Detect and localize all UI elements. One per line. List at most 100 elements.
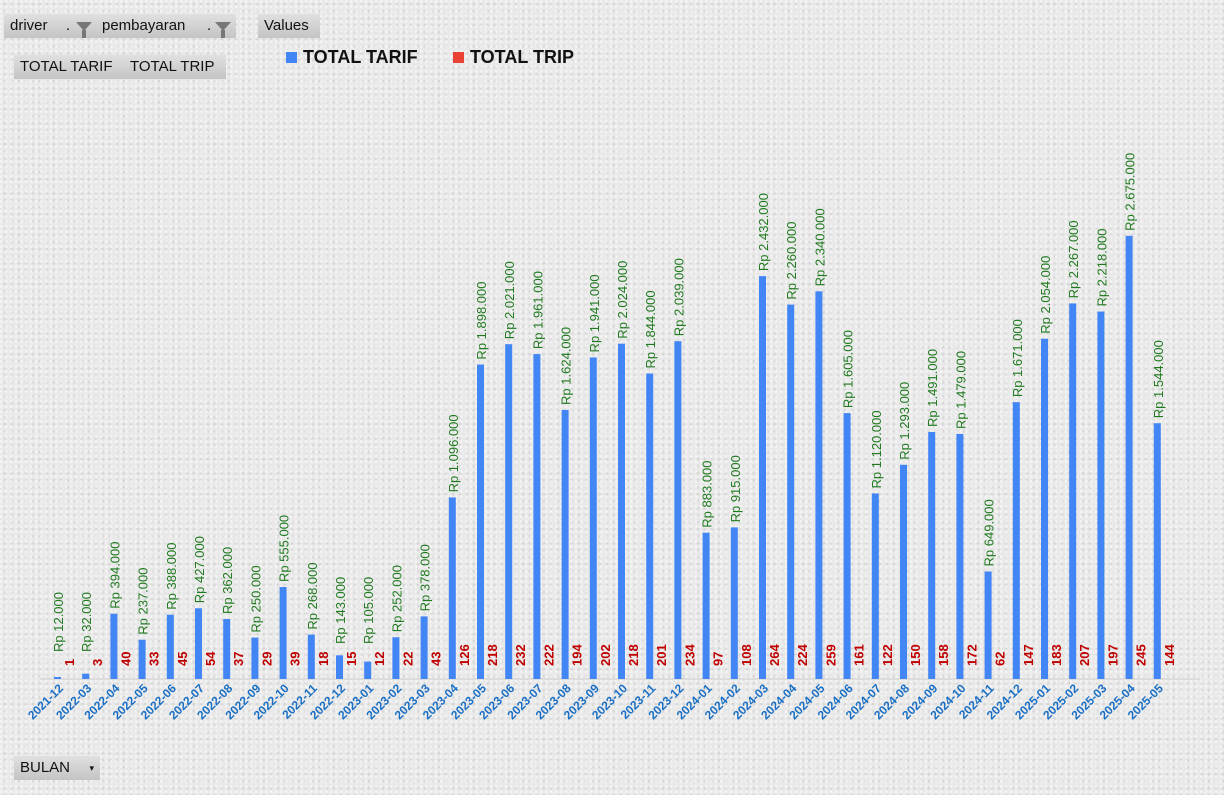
data-label-tarif: Rp 2.054.000 xyxy=(1038,256,1053,334)
bar-total-tarif xyxy=(984,571,992,679)
bar-total-tarif xyxy=(336,655,343,679)
data-label-tarif: Rp 1.941.000 xyxy=(587,274,602,352)
data-label-tarif: Rp 1.844.000 xyxy=(643,290,658,368)
data-label-tarif: Rp 1.479.000 xyxy=(953,351,968,429)
bar-total-tarif xyxy=(646,373,654,679)
data-label-trip: 40 xyxy=(118,652,133,666)
data-label-tarif: Rp 2.218.000 xyxy=(1094,228,1109,306)
bar-total-tarif xyxy=(1069,303,1077,679)
filter-icon xyxy=(76,22,92,38)
data-label-trip: 18 xyxy=(316,652,331,666)
bar-total-tarif xyxy=(1153,423,1161,679)
data-label-tarif: Rp 2.267.000 xyxy=(1066,220,1081,298)
bar-total-tarif xyxy=(448,497,456,679)
driver-filter-button[interactable]: driver . xyxy=(4,14,96,38)
bar-total-tarif xyxy=(110,613,118,679)
data-label-tarif: Rp 1.671.000 xyxy=(1010,319,1025,397)
data-label-trip: 232 xyxy=(513,644,528,666)
bar-total-tarif xyxy=(195,608,202,679)
data-label-tarif: Rp 1.961.000 xyxy=(530,271,545,349)
data-label-tarif: Rp 2.024.000 xyxy=(615,261,630,339)
bar-total-tarif xyxy=(702,532,710,679)
bar-total-tarif xyxy=(477,364,484,679)
bar-total-tarif xyxy=(166,614,174,679)
bar-total-tarif xyxy=(787,304,795,679)
data-label-trip: 15 xyxy=(344,652,359,666)
bar-total-tarif xyxy=(561,409,569,679)
data-label-tarif: Rp 268.000 xyxy=(305,562,320,629)
data-label-trip: 234 xyxy=(682,644,697,666)
bar-total-tarif xyxy=(1012,402,1020,679)
data-label-tarif: Rp 649.000 xyxy=(982,499,997,566)
data-label-trip: 33 xyxy=(147,652,162,666)
bar-total-tarif xyxy=(223,619,231,679)
data-label-tarif: Rp 12.000 xyxy=(51,592,66,652)
value-field-total-tarif[interactable]: TOTAL TARIF xyxy=(14,55,124,79)
data-label-tarif: Rp 143.000 xyxy=(333,577,348,644)
data-label-tarif: Rp 2.432.000 xyxy=(756,193,771,271)
data-label-trip: 144 xyxy=(1162,644,1177,666)
data-label-trip: 45 xyxy=(175,652,190,666)
value-field-label: TOTAL TARIF xyxy=(20,58,113,75)
data-label-trip: 54 xyxy=(203,651,218,666)
data-label-trip: 108 xyxy=(739,644,754,666)
filter-icon xyxy=(215,22,231,38)
bar-total-tarif xyxy=(1125,235,1133,679)
values-field-button[interactable]: Values xyxy=(258,14,320,38)
filter-dot: . xyxy=(207,17,212,34)
data-label-tarif: Rp 362.000 xyxy=(220,547,235,614)
bar-total-tarif xyxy=(364,661,372,679)
bar-total-tarif xyxy=(730,527,738,679)
bar-total-tarif xyxy=(82,673,90,679)
data-label-tarif: Rp 2.021.000 xyxy=(502,261,517,339)
pembayaran-filter-button[interactable]: pembayaran . xyxy=(96,14,236,38)
legend-label: TOTAL TARIF xyxy=(303,47,418,67)
data-label-tarif: Rp 2.039.000 xyxy=(671,258,686,336)
data-label-tarif: Rp 915.000 xyxy=(728,455,743,522)
data-label-tarif: Rp 237.000 xyxy=(136,568,151,635)
data-label-trip: 183 xyxy=(1049,644,1064,666)
bar-total-tarif xyxy=(533,354,541,679)
bar-total-tarif xyxy=(54,677,61,679)
data-label-trip: 207 xyxy=(1077,644,1092,666)
bar-total-tarif xyxy=(871,493,879,679)
bar-total-tarif xyxy=(420,616,428,679)
data-label-tarif: Rp 105.000 xyxy=(361,577,376,644)
data-label-trip: 97 xyxy=(711,652,726,666)
data-label-tarif: Rp 1.120.000 xyxy=(869,410,884,488)
data-label-trip: 1 xyxy=(62,659,77,666)
data-label-trip: 197 xyxy=(1105,644,1120,666)
data-label-trip: 39 xyxy=(288,652,303,666)
bar-total-tarif xyxy=(618,343,625,679)
bulan-axis-field-button[interactable]: BULAN ▾ xyxy=(14,756,100,780)
data-label-trip: 224 xyxy=(795,644,810,666)
data-label-trip: 202 xyxy=(598,644,613,666)
data-label-tarif: Rp 1.898.000 xyxy=(474,281,489,359)
bar-total-tarif xyxy=(815,291,823,679)
pembayaran-filter-label: pembayaran xyxy=(102,17,186,34)
axis-field-label: BULAN xyxy=(20,759,71,776)
data-label-trip: 172 xyxy=(964,644,979,666)
data-label-trip: 3 xyxy=(90,659,105,666)
bar-total-tarif xyxy=(138,639,146,679)
value-field-total-trip[interactable]: TOTAL TRIP xyxy=(124,55,226,79)
data-label-tarif: Rp 1.491.000 xyxy=(925,349,940,427)
data-label-tarif: Rp 252.000 xyxy=(389,565,404,632)
data-label-tarif: Rp 427.000 xyxy=(192,536,207,603)
bar-total-tarif xyxy=(251,637,259,679)
filter-dot: . xyxy=(66,17,71,34)
bar-total-tarif xyxy=(307,634,315,679)
dropdown-arrow-icon: ▾ xyxy=(89,763,94,773)
values-label: Values xyxy=(264,17,309,34)
data-label-tarif: Rp 2.675.000 xyxy=(1123,153,1138,231)
data-label-tarif: Rp 883.000 xyxy=(700,460,715,527)
data-label-trip: 201 xyxy=(654,644,669,666)
data-label-tarif: Rp 2.340.000 xyxy=(812,208,827,286)
data-label-trip: 222 xyxy=(541,644,556,666)
data-label-tarif: Rp 1.293.000 xyxy=(897,382,912,460)
data-label-tarif: Rp 388.000 xyxy=(164,542,179,609)
data-label-trip: 22 xyxy=(400,652,415,666)
bar-total-tarif xyxy=(843,413,851,679)
data-label-tarif: Rp 378.000 xyxy=(418,544,433,611)
